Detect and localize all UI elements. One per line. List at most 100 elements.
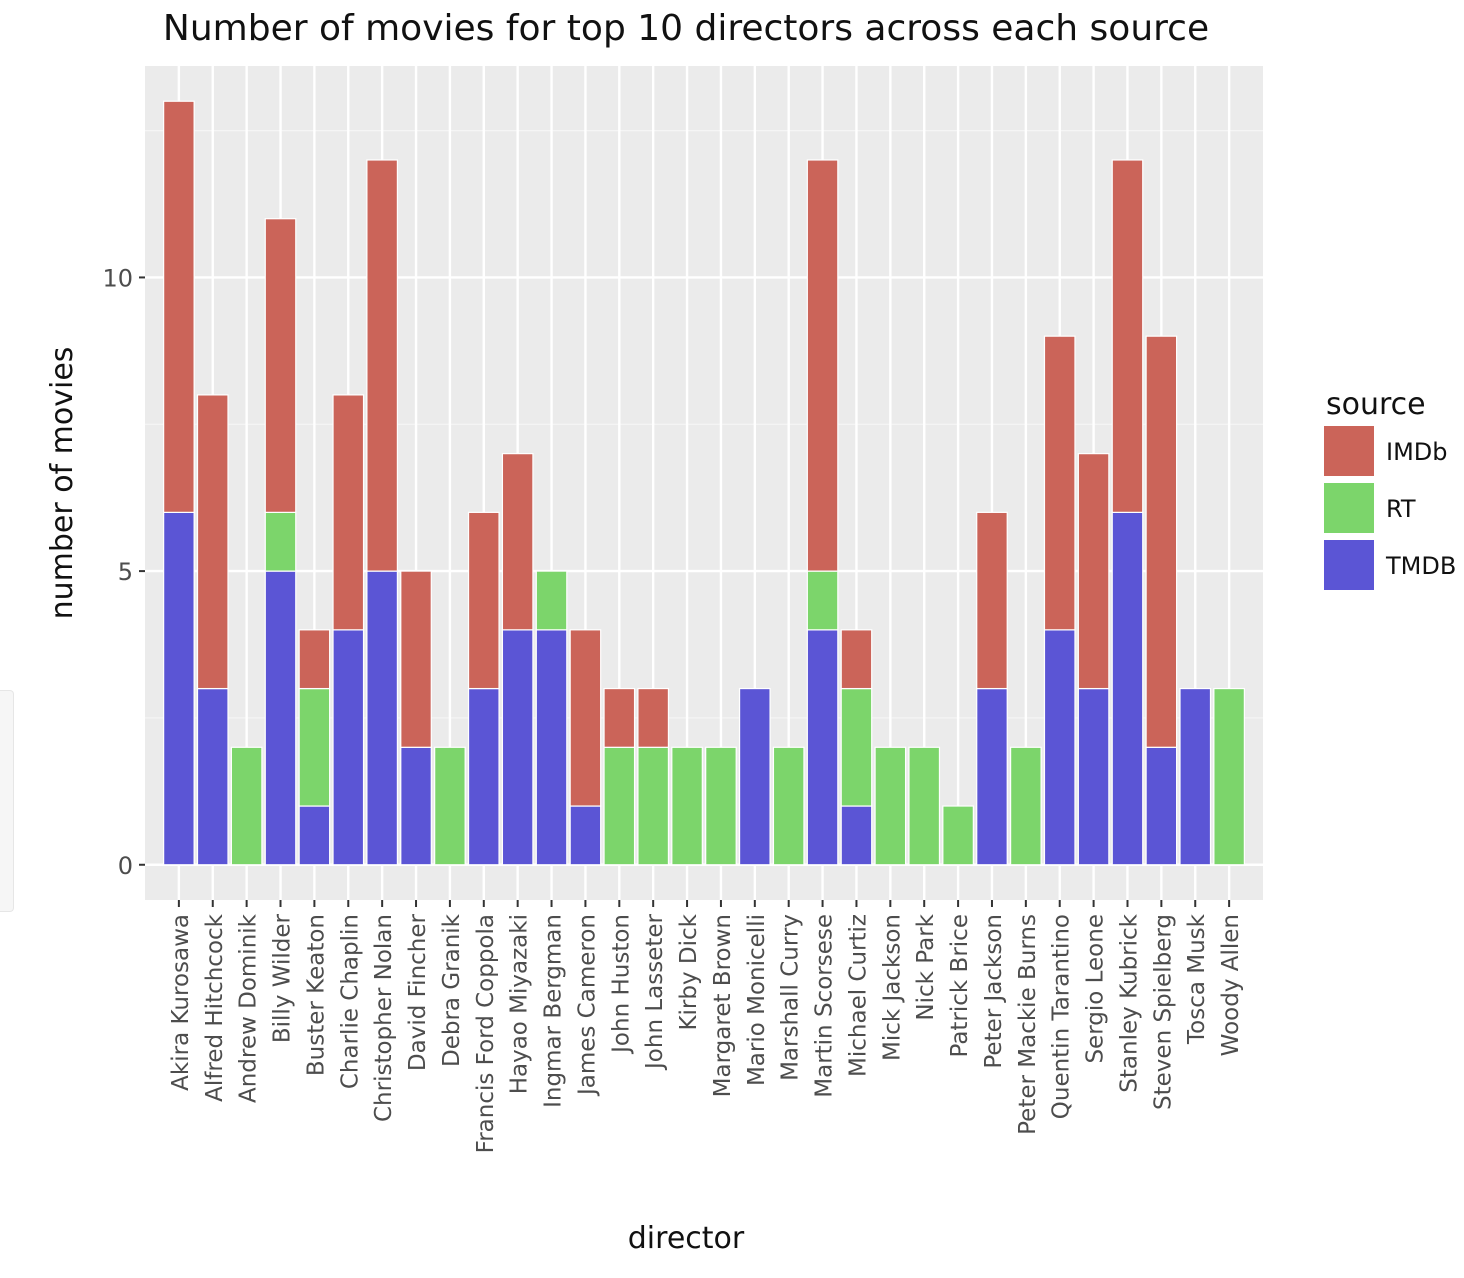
bar-segment — [332, 394, 365, 631]
x-tick-label: Kirby Dick — [676, 913, 702, 1030]
legend-label: RT — [1386, 495, 1416, 523]
bar-segment — [264, 570, 297, 866]
bar-segment — [1111, 159, 1144, 513]
y-tick-label: 10 — [102, 264, 133, 292]
bar-segment — [772, 746, 805, 866]
bar-segment — [840, 629, 873, 690]
x-tick-label: Peter Jackson — [981, 914, 1007, 1069]
x-tick-label: James Cameron — [574, 914, 600, 1097]
legend-label: IMDb — [1386, 438, 1448, 466]
bar-segment — [637, 687, 670, 748]
bar-segment — [908, 746, 941, 866]
y-axis-label: number of movies — [45, 347, 80, 620]
x-tick-label: Akira Kurosawa — [168, 914, 194, 1091]
bar-segment — [196, 687, 229, 866]
bar-segment — [535, 570, 568, 631]
legend-swatch — [1324, 426, 1374, 476]
legend: source IMDb RT TMDB — [1324, 387, 1456, 590]
x-tick-label: Peter Mackie Burns — [1015, 914, 1041, 1135]
x-tick-label: Alfred Hitchcock — [202, 913, 228, 1102]
x-axis-label: director — [628, 1221, 745, 1256]
x-tick-label: Buster Keaton — [303, 914, 329, 1076]
bar-segment — [603, 687, 636, 748]
bar-segment — [1145, 746, 1178, 866]
x-tick-label: Margaret Brown — [710, 914, 736, 1097]
y-axis: 0 5 10 — [102, 264, 145, 880]
x-tick-label: Charlie Chaplin — [337, 914, 363, 1089]
side-panel-tab[interactable] — [0, 690, 14, 912]
bar-segment — [1145, 335, 1178, 748]
legend-label: TMDB — [1385, 552, 1456, 580]
bar-segment — [806, 629, 839, 866]
bar-segment — [671, 746, 703, 866]
bar-segment — [603, 746, 636, 866]
x-tick-label: Marshall Curry — [778, 914, 804, 1081]
bar-segment — [1010, 746, 1042, 866]
bar-segment — [806, 159, 839, 572]
bar-segment — [332, 629, 365, 866]
legend-swatch — [1324, 483, 1374, 533]
y-tick-label: 5 — [118, 558, 133, 586]
bar-segment — [163, 511, 195, 866]
x-tick-label: Sergio Leone — [1083, 914, 1109, 1064]
x-tick-label: Hayao Miyazaki — [507, 914, 533, 1094]
bar-segment — [366, 159, 398, 572]
grid-minor — [145, 130, 1263, 719]
bar-segment — [840, 687, 873, 807]
x-tick-label: Mario Monicelli — [744, 914, 770, 1086]
bar-segment — [806, 570, 839, 631]
x-tick-label: Francis Ford Coppola — [473, 914, 499, 1153]
bar-segment — [298, 687, 331, 807]
bar-segment — [1213, 687, 1245, 866]
x-tick-label: Patrick Brice — [947, 914, 973, 1058]
bar-segment — [976, 511, 1008, 690]
x-tick-label: Stanley Kubrick — [1116, 913, 1142, 1092]
bar-segment — [400, 570, 432, 748]
bar-segment — [1077, 687, 1110, 866]
x-tick-label: John Huston — [608, 914, 634, 1055]
bar-segment — [501, 629, 534, 866]
x-tick-label: Mick Jackson — [879, 914, 905, 1061]
bar-segment — [298, 629, 331, 690]
bar-segment — [535, 629, 568, 866]
legend-title: source — [1326, 387, 1426, 422]
bar-segment — [738, 687, 771, 866]
bar-segment — [569, 805, 602, 866]
bar-segment — [637, 746, 670, 866]
bar-segment — [163, 100, 195, 513]
x-tick-label: John Lasseter — [642, 913, 668, 1071]
bar-segment — [976, 687, 1008, 866]
bar-segment — [196, 394, 229, 690]
x-tick-label: Steven Spielberg — [1150, 914, 1176, 1110]
x-axis: Akira Kurosawa Alfred Hitchcock Andrew Dom… — [168, 900, 1244, 1153]
x-tick-label: Debra Granik — [439, 913, 465, 1067]
bar-segment — [1043, 629, 1076, 866]
x-tick-label: Ingmar Bergman — [541, 914, 567, 1108]
bar-segment — [1111, 511, 1144, 866]
bar-segment — [501, 453, 534, 631]
bar-segment — [434, 746, 466, 866]
bar-segment — [400, 746, 432, 866]
x-tick-label: Andrew Dominik — [236, 913, 262, 1103]
x-tick-label: Woody Allen — [1218, 914, 1244, 1056]
bar-segment — [705, 746, 737, 866]
y-tick-label: 0 — [118, 852, 133, 880]
bar-segment — [366, 570, 398, 866]
bar-segment — [264, 218, 297, 513]
bar-segment — [1077, 453, 1110, 690]
x-tick-label: Tosca Musk — [1184, 913, 1210, 1045]
plot-panel — [145, 66, 1263, 900]
bar-segment — [1179, 687, 1212, 866]
bar-segment — [1043, 335, 1076, 631]
x-tick-label: Martin Scorsese — [812, 914, 838, 1098]
x-tick-label: Billy Wilder — [270, 913, 296, 1043]
bar-segment — [467, 687, 500, 866]
bar-segment — [298, 805, 331, 866]
bar-segment — [264, 511, 297, 572]
x-tick-label: Michael Curtiz — [845, 914, 871, 1077]
bar-segment — [942, 805, 974, 866]
x-tick-label: Quentin Tarantino — [1049, 914, 1075, 1119]
bars — [163, 100, 1245, 866]
bar-segment — [874, 746, 907, 866]
